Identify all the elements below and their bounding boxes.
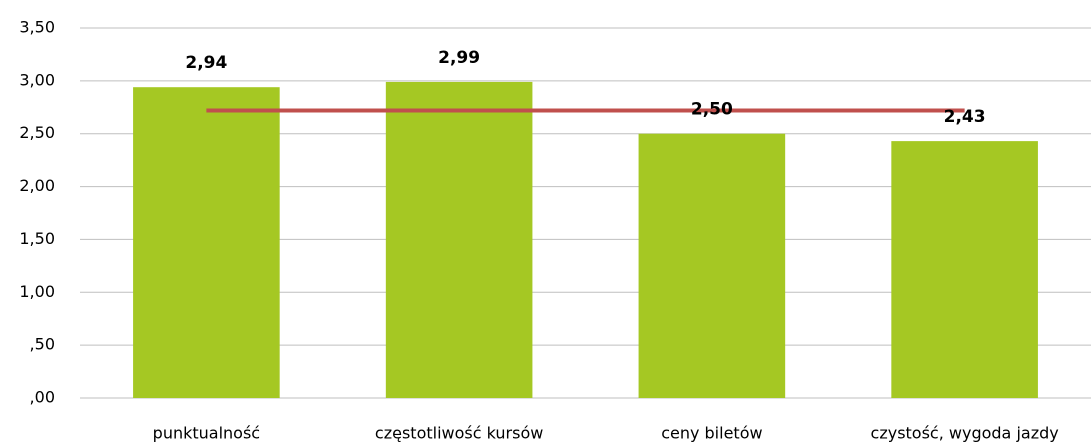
value-label: 2,99	[438, 48, 480, 68]
x-tick-label: czystość, wygoda jazdy	[871, 424, 1059, 443]
y-tick-label: 3,00	[19, 70, 55, 89]
y-tick-label: 2,00	[19, 176, 55, 195]
bar	[638, 133, 786, 398]
y-tick-label: 3,50	[19, 18, 55, 37]
x-tick-label: częstotliwość kursów	[375, 424, 543, 443]
y-tick-label: ,00	[30, 388, 55, 407]
y-tick-label: 2,50	[19, 123, 55, 142]
y-tick-label: ,50	[30, 335, 55, 354]
x-tick-label: ceny biletów	[661, 424, 762, 443]
y-tick-label: 1,00	[19, 282, 55, 301]
bar	[891, 141, 1038, 398]
y-tick-label: 1,50	[19, 229, 55, 248]
bar	[385, 81, 533, 399]
value-label: 2,50	[691, 100, 733, 120]
bar	[133, 87, 280, 398]
value-label: 2,94	[185, 53, 227, 73]
x-tick-label: punktualność	[153, 424, 260, 443]
value-label: 2,43	[944, 107, 986, 127]
